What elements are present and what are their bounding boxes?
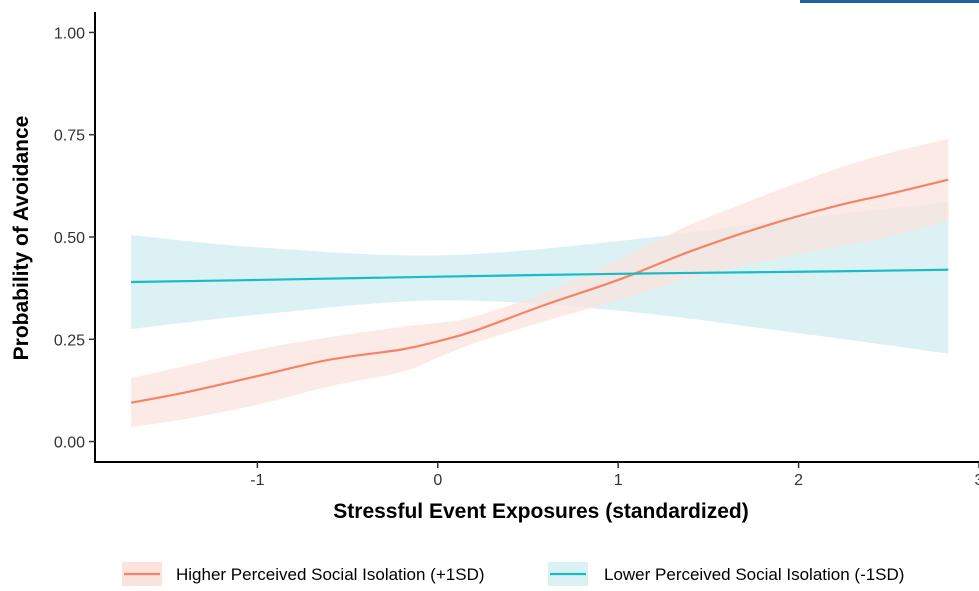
x-tick-label: -1 <box>250 472 264 489</box>
y-tick-label: 1.00 <box>54 25 85 42</box>
y-tick-label: 0.50 <box>54 230 85 247</box>
legend-label-lower: Lower Perceived Social Isolation (-1SD) <box>604 565 904 584</box>
y-tick-label: 0.00 <box>54 435 85 452</box>
series-line-lower <box>131 268 949 284</box>
series-lines <box>130 178 949 404</box>
y-axis-ticks: 0.00 0.25 0.50 0.75 1.00 <box>54 25 95 452</box>
corner-accent-bar <box>800 0 979 3</box>
legend: Higher Perceived Social Isolation (+1SD)… <box>122 562 904 586</box>
legend-label-higher: Higher Perceived Social Isolation (+1SD) <box>176 565 485 584</box>
y-tick-label: 0.75 <box>54 128 85 145</box>
x-axis-ticks: -1 0 1 2 3 <box>250 462 979 489</box>
x-tick-label: 1 <box>614 472 623 489</box>
x-tick-label: 3 <box>975 472 979 489</box>
confidence-ribbons <box>131 138 949 428</box>
y-tick-label: 0.25 <box>54 332 85 349</box>
series-line-higher <box>130 178 949 404</box>
y-axis-title: Probability of Avoidance <box>10 116 33 361</box>
x-axis-title: Stressful Event Exposures (standardized) <box>333 500 748 523</box>
x-tick-label: 0 <box>433 472 442 489</box>
x-tick-label: 2 <box>794 472 803 489</box>
ribbon-higher <box>131 138 949 428</box>
